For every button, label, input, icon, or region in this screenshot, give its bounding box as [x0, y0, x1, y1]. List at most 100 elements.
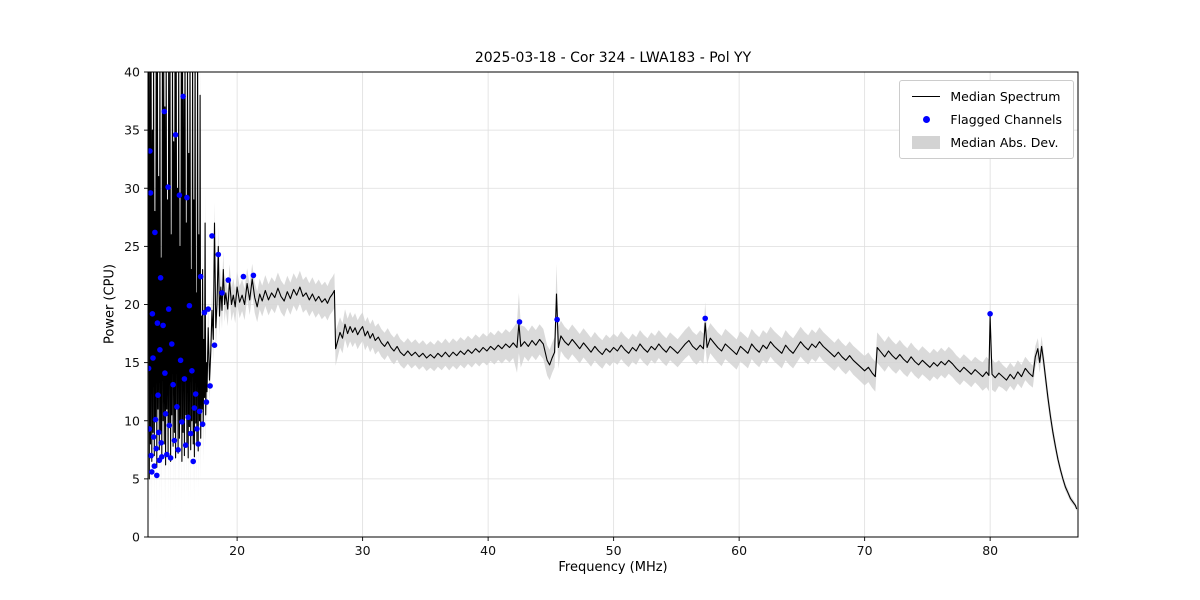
flagged-channel-dot	[215, 251, 222, 258]
flagged-channel-dot	[154, 472, 160, 479]
flagged-channel-dot	[148, 148, 153, 154]
flagged-channel-dot	[167, 455, 174, 461]
legend-item-flagged-channels: Flagged Channels	[911, 111, 1062, 128]
legend-label-flagged-channels: Flagged Channels	[950, 112, 1062, 127]
flagged-channel-dot	[171, 437, 178, 444]
flagged-channel-dot	[165, 184, 171, 190]
flagged-channel-dot	[150, 355, 156, 361]
flagged-channel-dot	[172, 132, 179, 138]
x-tick-label: 60	[731, 543, 747, 558]
flagged-channel-dot	[157, 347, 163, 353]
flagged-channel-dot	[516, 319, 523, 325]
flagged-channel-dot	[164, 451, 170, 458]
flagged-channel-dot	[175, 447, 181, 453]
flagged-channel-dot	[154, 320, 161, 326]
flagged-channel-dot	[194, 426, 200, 432]
flagged-channel-dot	[149, 311, 156, 317]
x-tick-label: 30	[355, 543, 371, 558]
y-tick-label: 15	[124, 355, 140, 370]
x-tick-label: 70	[857, 543, 873, 558]
legend-patch-marker-wrap	[911, 136, 941, 149]
x-tick-label: 40	[480, 543, 496, 558]
flagged-channel-dot	[219, 290, 225, 296]
y-tick-label: 40	[124, 65, 140, 80]
flagged-channel-dot	[987, 311, 993, 317]
flagged-channel-dot	[179, 419, 185, 425]
flagged-channel-dot	[181, 376, 188, 382]
flagged-channel-dot	[180, 93, 186, 100]
flagged-channel-dot	[157, 275, 164, 281]
flagged-channel-dot	[191, 405, 198, 411]
flagged-channel-dot	[192, 391, 199, 397]
flagged-channel-dot	[197, 273, 204, 280]
chart-title: 2025-03-18 - Cor 324 - LWA183 - Pol YY	[474, 50, 752, 66]
legend-line-marker-wrap	[911, 96, 941, 97]
flagged-channel-dot	[174, 404, 180, 410]
flagged-channel-dot	[148, 452, 154, 459]
flagged-channel-dot	[155, 392, 161, 399]
legend-patch-marker	[912, 136, 941, 149]
legend-dot-marker-wrap	[911, 116, 941, 123]
flagged-channel-dot	[162, 370, 168, 376]
y-tick-label: 10	[124, 413, 140, 428]
legend: Median Spectrum Flagged Channels Median …	[899, 80, 1074, 159]
flagged-channel-dot	[159, 454, 165, 460]
flagged-channel-dot	[160, 322, 166, 329]
flagged-channel-dot	[151, 463, 158, 469]
flagged-channel-dot	[195, 441, 201, 447]
legend-line-marker	[912, 96, 941, 97]
flagged-channel-dot	[170, 381, 176, 388]
flagged-channel-dot	[165, 306, 172, 312]
mad-band	[148, 72, 1077, 537]
flagged-channel-dot	[187, 430, 194, 437]
flagged-channel-dot	[199, 421, 206, 428]
flagged-channel-dot	[149, 469, 155, 475]
flagged-channels	[148, 93, 993, 479]
flagged-channel-dot	[189, 368, 195, 374]
flagged-channel-dot	[177, 357, 184, 364]
y-axis-label: Power (CPU)	[102, 263, 118, 345]
x-axis-label: Frequency (MHz)	[558, 560, 668, 575]
y-tick-label: 20	[124, 297, 140, 312]
x-tick-label: 50	[606, 543, 622, 558]
y-tick-label: 35	[124, 123, 140, 138]
flagged-channel-dot	[166, 422, 173, 429]
flagged-channel-dot	[225, 277, 232, 283]
flagged-channel-dot	[702, 315, 708, 322]
flagged-channel-dot	[185, 414, 191, 421]
y-tick-label: 5	[132, 471, 140, 486]
flagged-channel-dot	[554, 316, 560, 323]
flagged-channel-dot	[161, 108, 168, 115]
flagged-channel-dot	[186, 302, 193, 309]
flagged-channel-dot	[205, 306, 211, 312]
flagged-channel-dot	[201, 309, 208, 316]
flagged-channel-dot	[182, 442, 189, 449]
flagged-channel-dot	[190, 458, 196, 465]
y-tick-label: 0	[132, 530, 140, 545]
y-tick-label: 25	[124, 239, 140, 254]
median-spectrum-line	[148, 72, 1078, 510]
flagged-channel-dot	[169, 341, 175, 347]
flagged-channel-dot	[176, 192, 183, 198]
legend-label-median-abs-dev: Median Abs. Dev.	[950, 135, 1059, 150]
flagged-channel-dot	[148, 426, 153, 432]
flagged-channel-dot	[250, 272, 257, 279]
flagged-channel-dot	[158, 440, 164, 446]
flagged-channel-dot	[152, 229, 158, 236]
legend-item-median-abs-dev: Median Abs. Dev.	[911, 134, 1062, 151]
x-tick-label: 20	[229, 543, 245, 558]
flagged-channel-dot	[184, 194, 190, 201]
flagged-channel-dot	[148, 190, 154, 196]
flagged-channel-dot	[209, 233, 215, 239]
flagged-channel-dot	[150, 434, 157, 440]
legend-item-median-spectrum: Median Spectrum	[911, 88, 1062, 105]
flagged-channel-dot	[152, 416, 159, 423]
flagged-channel-dot	[153, 445, 159, 452]
flagged-channel-dot	[207, 383, 213, 389]
flagged-channel-dot	[203, 399, 210, 405]
flagged-channel-dot	[162, 411, 169, 417]
flagged-channel-dot	[148, 365, 152, 372]
flagged-channel-dot	[211, 342, 218, 349]
